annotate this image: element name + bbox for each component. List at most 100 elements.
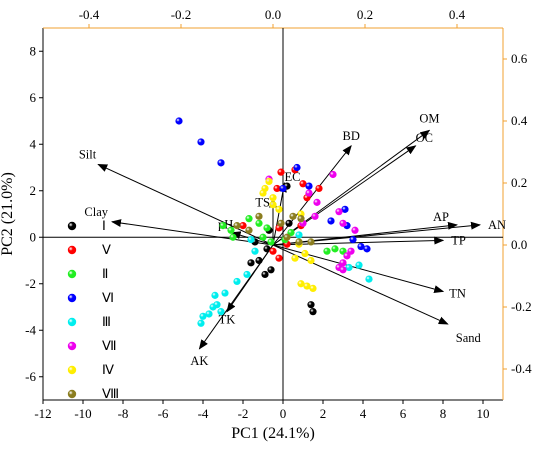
top-tick-label: 0.4 [449, 7, 466, 22]
y-tick-label: -4 [25, 322, 36, 337]
point-1 [247, 259, 255, 267]
point-7 [297, 280, 305, 288]
point-3 [263, 224, 271, 232]
loading-arrow-silt [97, 163, 274, 246]
legend-label: Ⅱ [102, 266, 108, 281]
point-2 [315, 184, 323, 193]
legend-label: Ⅷ [102, 386, 119, 401]
point-1 [267, 266, 275, 274]
point-2 [299, 180, 307, 188]
point-6 [335, 208, 343, 216]
point-3 [259, 233, 267, 241]
loading-arrow-om [272, 129, 431, 246]
x-tick-label: -8 [118, 406, 129, 421]
point-4 [327, 217, 335, 225]
point-8 [289, 212, 297, 220]
point-6 [339, 219, 347, 227]
point-4 [217, 159, 225, 167]
point-3 [339, 247, 347, 255]
point-4 [357, 242, 365, 251]
loading-label-ap: AP [433, 210, 449, 224]
point-8 [233, 222, 241, 230]
y-tick-label: 8 [30, 43, 37, 58]
y-axis-title: PC2 (21.0%) [0, 172, 16, 256]
point-5 [243, 270, 251, 279]
point-5 [217, 308, 225, 316]
point-4 [175, 117, 183, 125]
point-5 [233, 277, 241, 286]
point-8 [297, 215, 305, 223]
point-6 [347, 247, 355, 255]
point-5 [199, 312, 207, 320]
point-8 [255, 212, 263, 220]
point-2 [277, 168, 285, 176]
loading-label-an: AN [488, 218, 506, 232]
loading-label-silt: Silt [79, 147, 97, 161]
point-6 [311, 212, 319, 220]
loading-label-oc: OC [416, 131, 433, 145]
x-tick-label: -2 [238, 406, 249, 421]
legend-marker [67, 389, 77, 399]
x-axis-title: PC1 (24.1%) [231, 425, 315, 442]
point-7 [275, 205, 283, 213]
point-3 [219, 222, 227, 230]
point-8 [245, 226, 253, 234]
right-tick-label: 0.0 [511, 237, 527, 252]
point-5 [365, 275, 373, 283]
legend-label: Ⅵ [102, 290, 114, 305]
point-6 [313, 198, 321, 206]
x-tick-label: -4 [198, 406, 209, 421]
point-3 [331, 245, 339, 253]
y-tick-label: -2 [25, 276, 36, 291]
point-7 [309, 284, 317, 292]
top-tick-label: -0.4 [79, 7, 100, 22]
y-tick-label: 0 [30, 229, 37, 244]
point-3 [229, 233, 237, 241]
point-2 [275, 254, 283, 262]
point-1 [263, 245, 271, 253]
point-4 [197, 138, 205, 146]
legend-marker [67, 269, 77, 279]
legend-marker [67, 221, 77, 231]
loading-label-ak: AK [190, 354, 208, 368]
point-5 [295, 231, 303, 239]
loading-label-tp: TP [451, 233, 466, 247]
point-5 [345, 263, 353, 272]
point-6 [305, 189, 313, 197]
y-tick-label: 2 [30, 183, 37, 198]
legend-label: Ⅳ [102, 362, 114, 377]
point-8 [283, 233, 291, 241]
point-3 [323, 247, 331, 255]
point-5 [197, 319, 205, 327]
point-6 [339, 266, 347, 274]
right-tick-label: -0.4 [511, 361, 532, 376]
loading-arrow-clay [111, 219, 274, 246]
legend-label: Ⅴ [102, 242, 111, 257]
right-tick-label: 0.4 [511, 113, 528, 128]
top-tick-label: 0.2 [357, 7, 373, 22]
legend-marker [67, 245, 77, 255]
point-5 [251, 247, 259, 255]
point-6 [351, 226, 359, 234]
point-1 [285, 219, 293, 227]
legend-label: Ⅰ [102, 218, 106, 233]
x-tick-label: 8 [440, 406, 447, 421]
point-6 [343, 252, 351, 260]
right-tick-label: 0.2 [511, 175, 527, 190]
loading-arrow-ec [272, 182, 287, 246]
x-tick-label: -10 [74, 406, 91, 421]
point-7 [291, 254, 299, 262]
legend-label: Ⅲ [102, 314, 111, 329]
top-tick-label: 0.0 [265, 7, 281, 22]
point-8 [277, 219, 285, 227]
point-3 [267, 238, 275, 246]
point-3 [255, 219, 263, 227]
loading-label-bd: BD [343, 129, 360, 143]
point-6 [329, 170, 337, 179]
loading-label-ec: EC [285, 170, 301, 184]
right-tick-label: -0.2 [511, 299, 532, 314]
point-3 [287, 229, 295, 237]
point-5 [247, 235, 255, 244]
right-tick-label: 0.6 [511, 51, 528, 66]
